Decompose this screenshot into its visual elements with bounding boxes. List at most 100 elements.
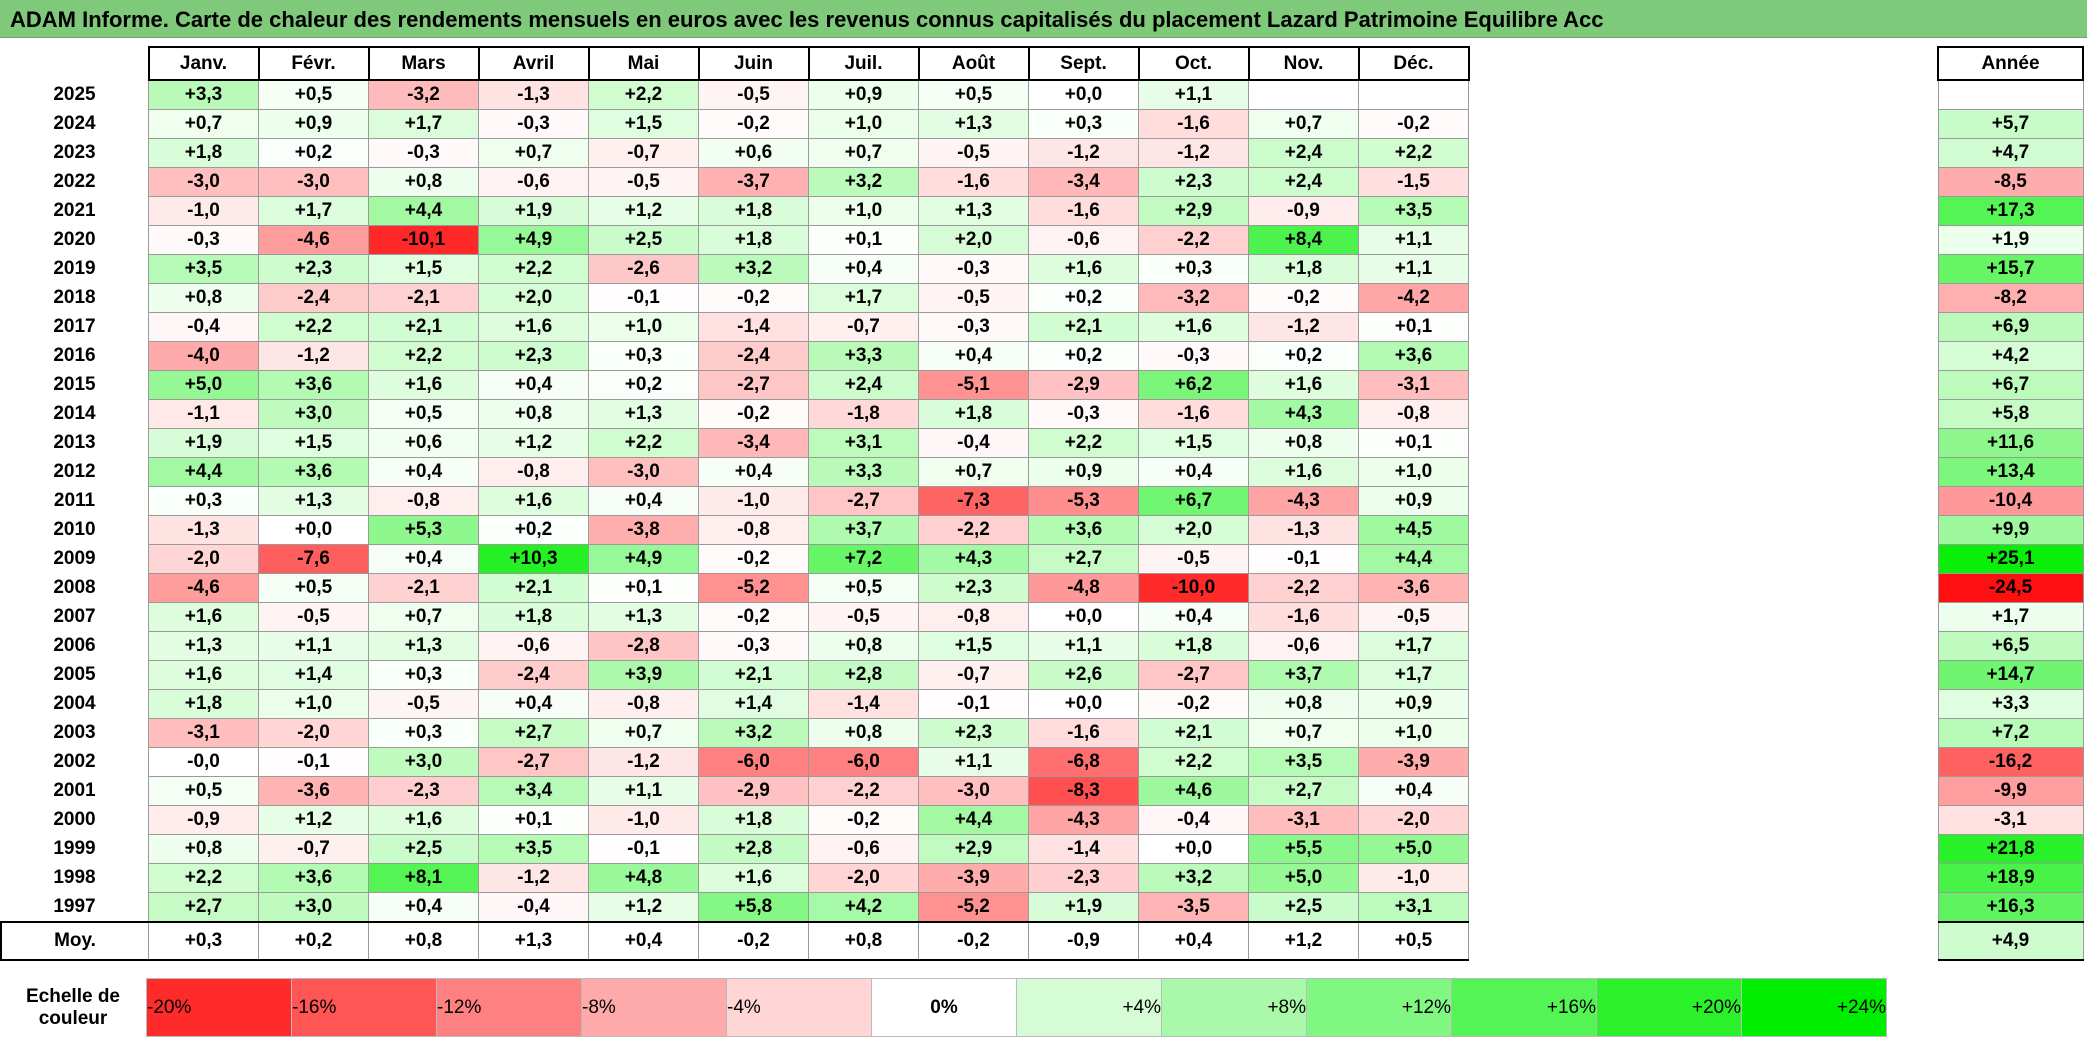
year-label: 2024 (53, 113, 96, 134)
annual-return-cell: +14,7 (1937, 660, 2084, 690)
annual-return-cell: -8,5 (1937, 167, 2084, 197)
heatmap-cell: -1,2 (588, 747, 699, 777)
heatmap-cell: +0,4 (588, 486, 699, 516)
heatmap-cell: +0,4 (1138, 457, 1249, 487)
year-label: 2001 (53, 780, 96, 801)
month-header: Oct. (1137, 46, 1250, 81)
annual-return-cell: +13,4 (1937, 457, 2084, 487)
table-row: 2021 -1,0 +1,7 +4,4 +1,9 +1,2 +1,8 +1,0 +1,3 -1,6… (1, 196, 1469, 226)
heatmap-cell: -0,7 (258, 834, 369, 864)
heatmap-cell: +5,0 (1248, 863, 1359, 893)
heatmap-cell: +5,5 (1248, 834, 1359, 864)
heatmap-cell: +0,9 (258, 109, 369, 139)
year-label: 2012 (53, 461, 96, 482)
heatmap-cell: -0,6 (478, 167, 589, 197)
heatmap-cell: +1,5 (588, 109, 699, 139)
table-row: 2005 +1,6 +1,4 +0,3 -2,4 +3,9 +2,1 +2,8 -0,7 +2,6… (1, 660, 1469, 690)
annual-return-cell: +18,9 (1937, 863, 2084, 893)
heatmap-cell: +0,5 (258, 79, 369, 110)
month-header: Mars (367, 46, 480, 81)
heatmap-cell: +1,8 (478, 602, 589, 632)
heatmap-cell: +0,8 (148, 834, 259, 864)
heatmap-cell: -0,7 (588, 138, 699, 168)
heatmap-cell: -6,8 (1028, 747, 1139, 777)
heatmap-cell: +1,6 (368, 805, 479, 835)
average-cell: +1,3 (478, 921, 589, 961)
heatmap-cell: +4,8 (588, 863, 699, 893)
heatmap-cell: -7,6 (258, 544, 369, 574)
heatmap-cell: +3,5 (148, 254, 259, 284)
month-header: Janv. (147, 46, 260, 81)
heatmap-cell: +0,4 (368, 457, 479, 487)
annual-return-cell: +15,7 (1937, 254, 2084, 284)
heatmap-cell: +2,2 (1358, 138, 1469, 168)
table-row: 2013 +1,9 +1,5 +0,6 +1,2 +2,2 -3,4 +3,1 -0,4 +2,2… (1, 428, 1469, 458)
heatmap-cell: +2,3 (918, 718, 1029, 748)
heatmap-cell: +8,1 (368, 863, 479, 893)
year-label: 2025 (53, 83, 96, 105)
heatmap-cell: -2,2 (1248, 573, 1359, 603)
heatmap-cell: +3,3 (148, 79, 259, 110)
heatmap-cell: -0,1 (588, 283, 699, 313)
heatmap-cell: +3,9 (588, 660, 699, 690)
table-row: 2010 -1,3 +0,0 +5,3 +0,2 -3,8 -0,8 +3,7 -2,2 +3,6… (1, 515, 1469, 545)
heatmap-cell: +1,8 (918, 399, 1029, 429)
heatmap-cell: -1,4 (1028, 834, 1139, 864)
heatmap-cell: +1,2 (478, 428, 589, 458)
table-row: 2019 +3,5 +2,3 +1,5 +2,2 -2,6 +3,2 +0,4 -0,3 +1,6… (1, 254, 1469, 284)
heatmap-cell: +0,3 (368, 718, 479, 748)
heatmap-cell: +3,0 (368, 747, 479, 777)
heatmap-cell: -0,5 (918, 138, 1029, 168)
heatmap-cell: +0,1 (478, 805, 589, 835)
heatmap-cell: -0,2 (1358, 109, 1469, 139)
heatmap-cell: +0,3 (1138, 254, 1249, 284)
heatmap-cell: -2,0 (148, 544, 259, 574)
table-row: 2024 +0,7 +0,9 +1,7 -0,3 +1,5 -0,2 +1,0 +1,3 +0,3… (1, 109, 1469, 139)
heatmap-cell: -7,3 (918, 486, 1029, 516)
heatmap-cell: +0,1 (1358, 312, 1469, 342)
heatmap-cell: +1,6 (368, 370, 479, 400)
year-label: 1998 (53, 867, 96, 888)
heatmap-cell: -8,3 (1028, 776, 1139, 806)
heatmap-cell: +0,7 (808, 138, 919, 168)
heatmap-cell: +2,5 (1248, 892, 1359, 923)
heatmap-cell: +0,6 (368, 428, 479, 458)
heatmap-cell: +3,6 (258, 370, 369, 400)
heatmap-cell: -2,0 (1358, 805, 1469, 835)
year-label: 2016 (53, 345, 96, 366)
heatmap-cell: +1,5 (918, 631, 1029, 661)
heatmap-cell: -1,3 (148, 515, 259, 545)
heatmap-cell: -0,3 (918, 254, 1029, 284)
heatmap-cell: -0,5 (258, 602, 369, 632)
year-label: 2013 (53, 432, 96, 453)
heatmap-cell: +4,2 (808, 892, 919, 923)
heatmap-cell: -3,0 (258, 167, 369, 197)
heatmap-cell: +0,4 (368, 544, 479, 574)
heatmap-cell: +0,4 (698, 457, 809, 487)
table-row: 2012 +4,4 +3,6 +0,4 -0,8 -3,0 +0,4 +3,3 +0,7 +0,9… (1, 457, 1469, 487)
heatmap-cell: -1,3 (478, 79, 589, 110)
year-label: 2011 (53, 490, 96, 511)
heatmap-cell: +0,7 (588, 718, 699, 748)
heatmap-cell: +2,8 (808, 660, 919, 690)
heatmap-cell: +2,7 (478, 718, 589, 748)
heatmap-cell: +2,5 (368, 834, 479, 864)
color-scale-swatch: -20% (146, 978, 292, 1037)
heatmap-cell: -6,0 (698, 747, 809, 777)
color-scale-swatch: +24% (1741, 978, 1887, 1037)
heatmap-cell: -2,1 (368, 283, 479, 313)
heatmap-cell: +2,1 (478, 573, 589, 603)
heatmap-cell: +1,0 (1358, 718, 1469, 748)
heatmap-cell: +2,1 (1138, 718, 1249, 748)
heatmap-cell: -1,2 (1028, 138, 1139, 168)
year-label: 2003 (53, 722, 96, 743)
annee-header: Année (1937, 46, 2084, 81)
heatmap-cell: -0,6 (478, 631, 589, 661)
heatmap-cell: +2,2 (368, 341, 479, 371)
heatmap-cell: +0,6 (698, 138, 809, 168)
heatmap-cell: +0,9 (1358, 689, 1469, 719)
color-scale-swatch: -8% (581, 978, 727, 1037)
heatmap-cell: -1,4 (808, 689, 919, 719)
heatmap-cell: +2,2 (588, 79, 699, 110)
month-header: Juil. (807, 46, 920, 81)
